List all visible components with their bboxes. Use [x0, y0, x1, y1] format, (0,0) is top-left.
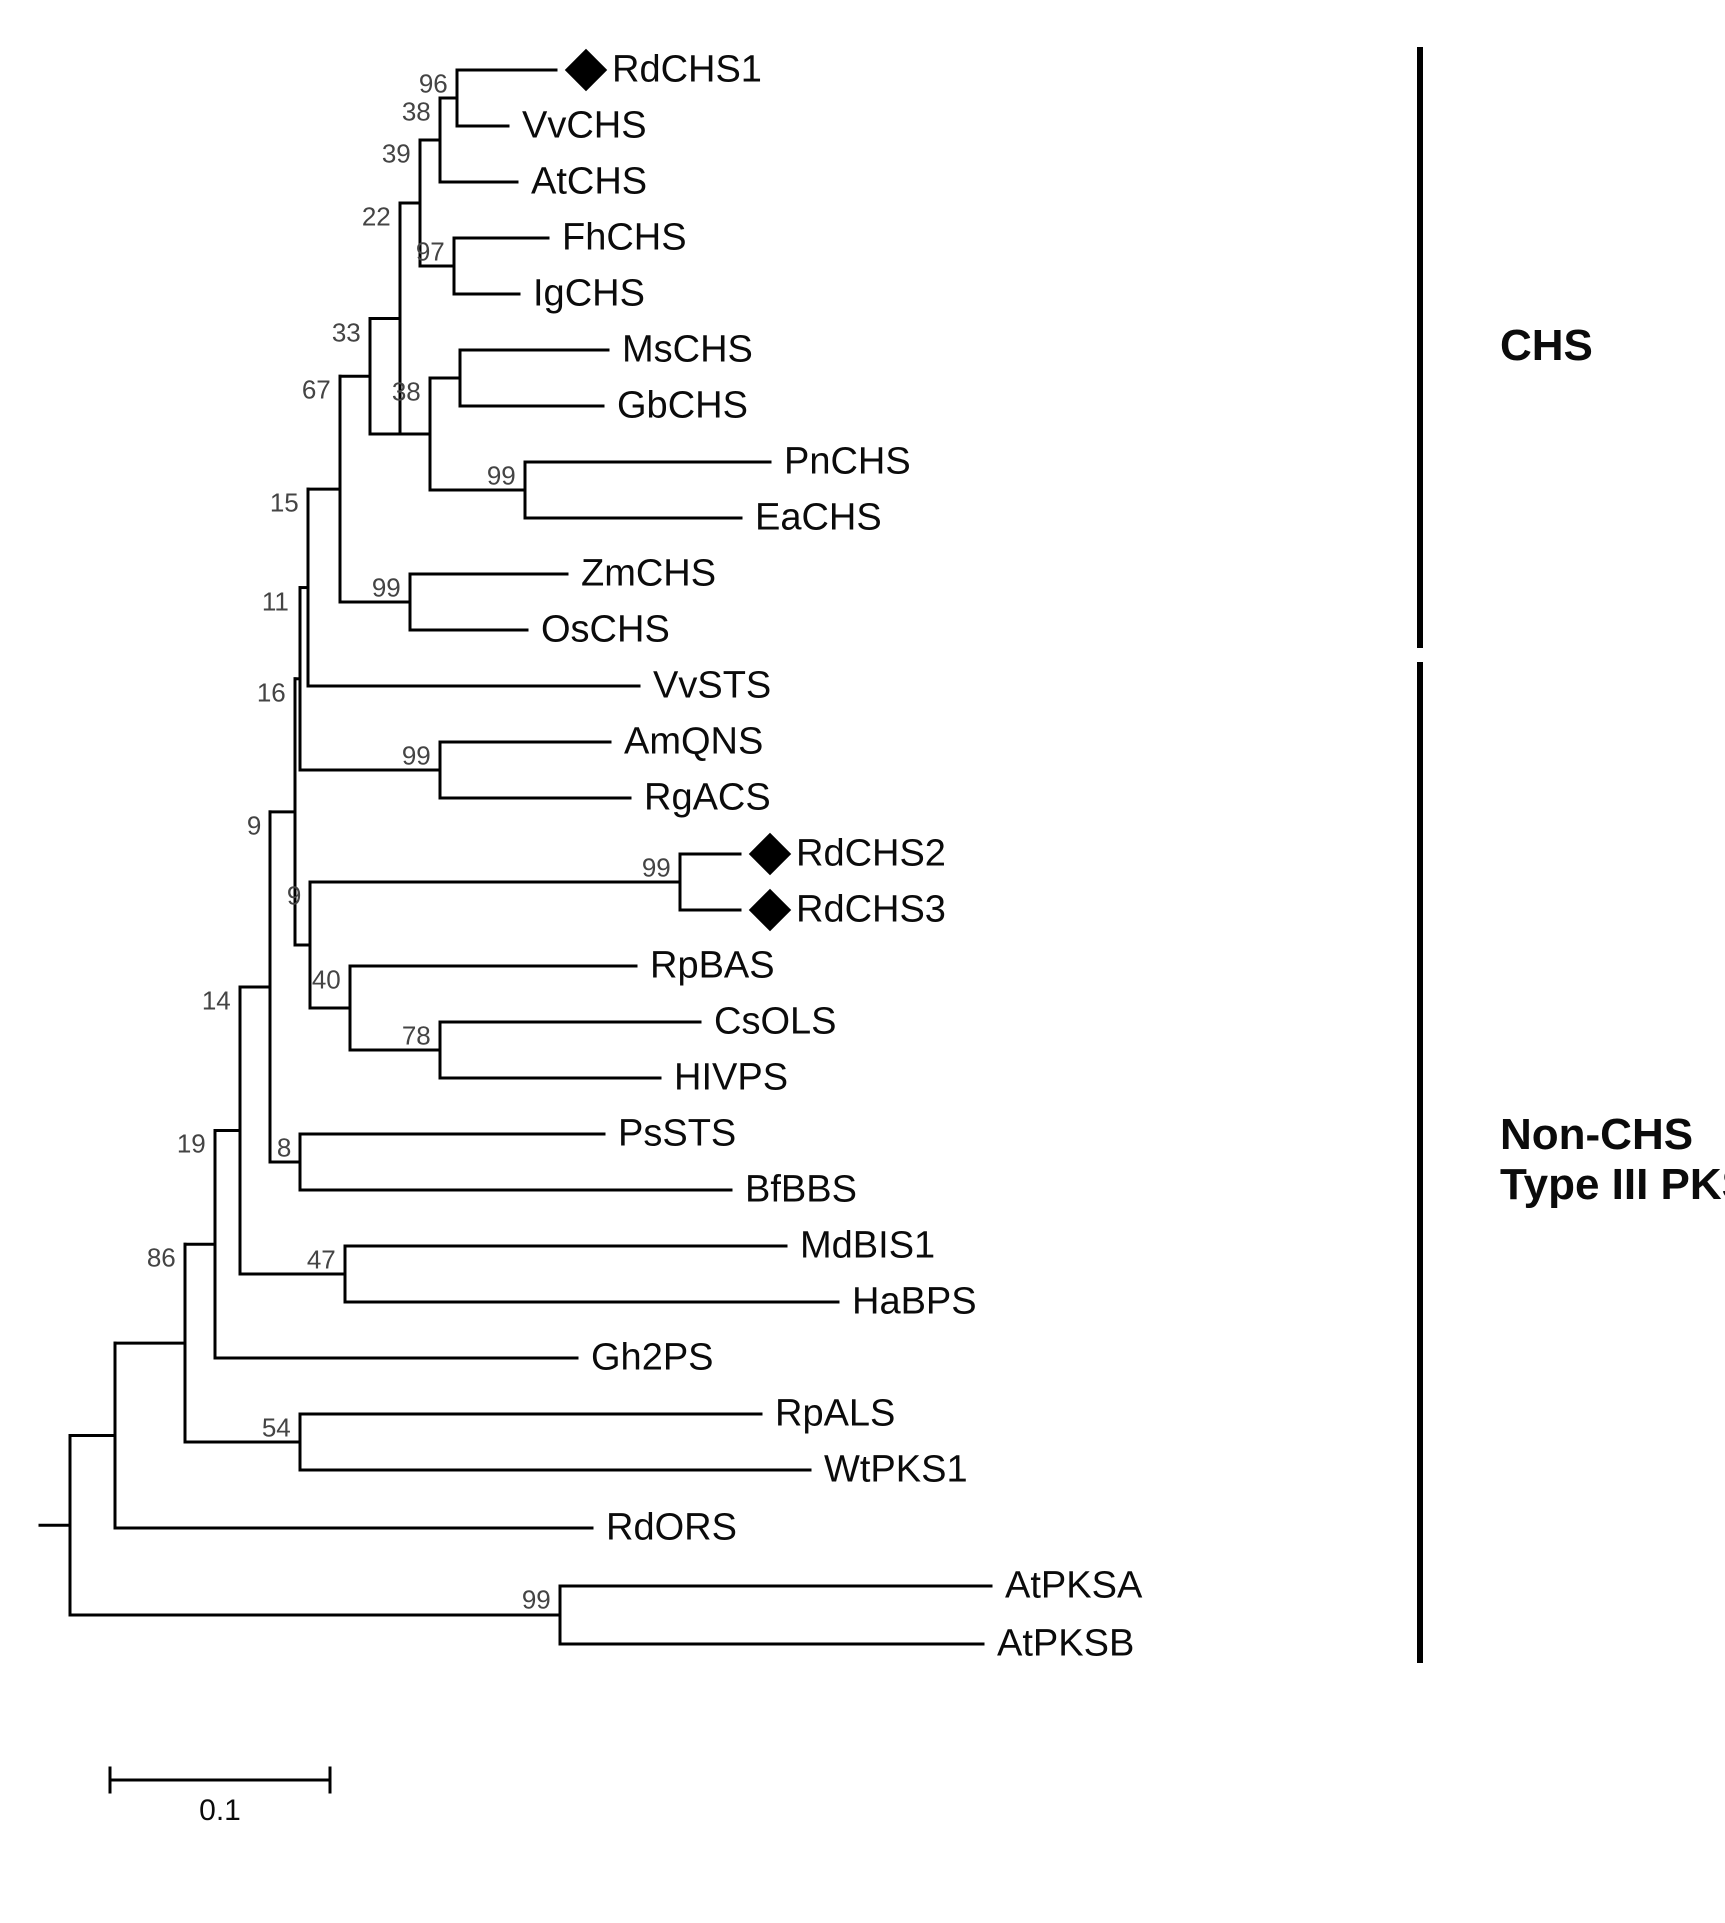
bootstrap-value: 15 [270, 488, 299, 519]
leaf-label: CsOLS [714, 1001, 836, 1044]
bootstrap-value: 22 [362, 202, 391, 233]
leaf-label: RdCHS1 [612, 49, 762, 92]
bootstrap-value: 14 [202, 985, 231, 1016]
leaf-label: WtPKS1 [824, 1449, 968, 1492]
leaf-label: RpALS [775, 1393, 895, 1436]
bootstrap-value: 47 [307, 1245, 336, 1276]
leaf-label: Gh2PS [591, 1337, 714, 1380]
group-label: Non-CHSType III PKS [1500, 1110, 1725, 1210]
leaf-label: VvCHS [522, 105, 647, 148]
leaf-label: AtPKSB [997, 1623, 1134, 1666]
bootstrap-value: 96 [419, 69, 448, 100]
bootstrap-value: 54 [262, 1413, 291, 1444]
leaf-label: OsCHS [541, 609, 670, 652]
leaf-label: RdCHS2 [796, 833, 946, 876]
bootstrap-value: 40 [312, 965, 341, 996]
bootstrap-value: 99 [402, 741, 431, 772]
leaf-label: AtPKSA [1005, 1565, 1142, 1608]
leaf-label: MdBIS1 [800, 1225, 935, 1268]
leaf-label: FhCHS [562, 217, 687, 260]
leaf-label: AmQNS [624, 721, 763, 764]
bootstrap-value: 38 [402, 97, 431, 128]
leaf-label: RdCHS3 [796, 889, 946, 932]
bootstrap-value: 97 [416, 237, 445, 268]
bootstrap-value: 38 [392, 377, 421, 408]
bootstrap-value: 99 [487, 461, 516, 492]
leaf-label: HIVPS [674, 1057, 788, 1100]
leaf-label: RpBAS [650, 945, 775, 988]
bootstrap-value: 11 [262, 586, 289, 617]
bootstrap-value: 86 [147, 1243, 176, 1274]
bootstrap-value: 78 [402, 1021, 431, 1052]
bootstrap-value: 16 [257, 677, 286, 708]
bootstrap-value: 99 [642, 853, 671, 884]
leaf-label: RgACS [644, 777, 771, 820]
leaf-label: AtCHS [531, 161, 647, 204]
bootstrap-value: 99 [372, 573, 401, 604]
bootstrap-value: 9 [247, 810, 261, 841]
leaf-label: GbCHS [617, 385, 748, 428]
leaf-label: ZmCHS [581, 553, 716, 596]
leaf-label: VvSTS [653, 665, 771, 708]
leaf-label: PnCHS [784, 441, 911, 484]
group-label: CHS [1500, 321, 1593, 371]
tree-svg [0, 0, 1725, 1923]
leaf-label: EaCHS [755, 497, 882, 540]
bootstrap-value: 99 [522, 1585, 551, 1616]
bootstrap-value: 19 [177, 1129, 206, 1160]
leaf-label: MsCHS [622, 329, 753, 372]
bootstrap-value: 67 [302, 375, 331, 406]
leaf-label: RdORS [606, 1507, 737, 1550]
bootstrap-value: 9 [287, 881, 301, 912]
bootstrap-value: 33 [332, 317, 361, 348]
leaf-label: BfBBS [745, 1169, 857, 1212]
bootstrap-value: 39 [382, 139, 411, 170]
leaf-label: IgCHS [533, 273, 645, 316]
scale-bar-label: 0.1 [199, 1794, 241, 1828]
bootstrap-value: 8 [277, 1133, 291, 1164]
phylo-tree-figure: { "tree": { "type": "phylogenetic-tree",… [0, 0, 1725, 1923]
leaf-label: HaBPS [852, 1281, 977, 1324]
leaf-label: PsSTS [618, 1113, 736, 1156]
